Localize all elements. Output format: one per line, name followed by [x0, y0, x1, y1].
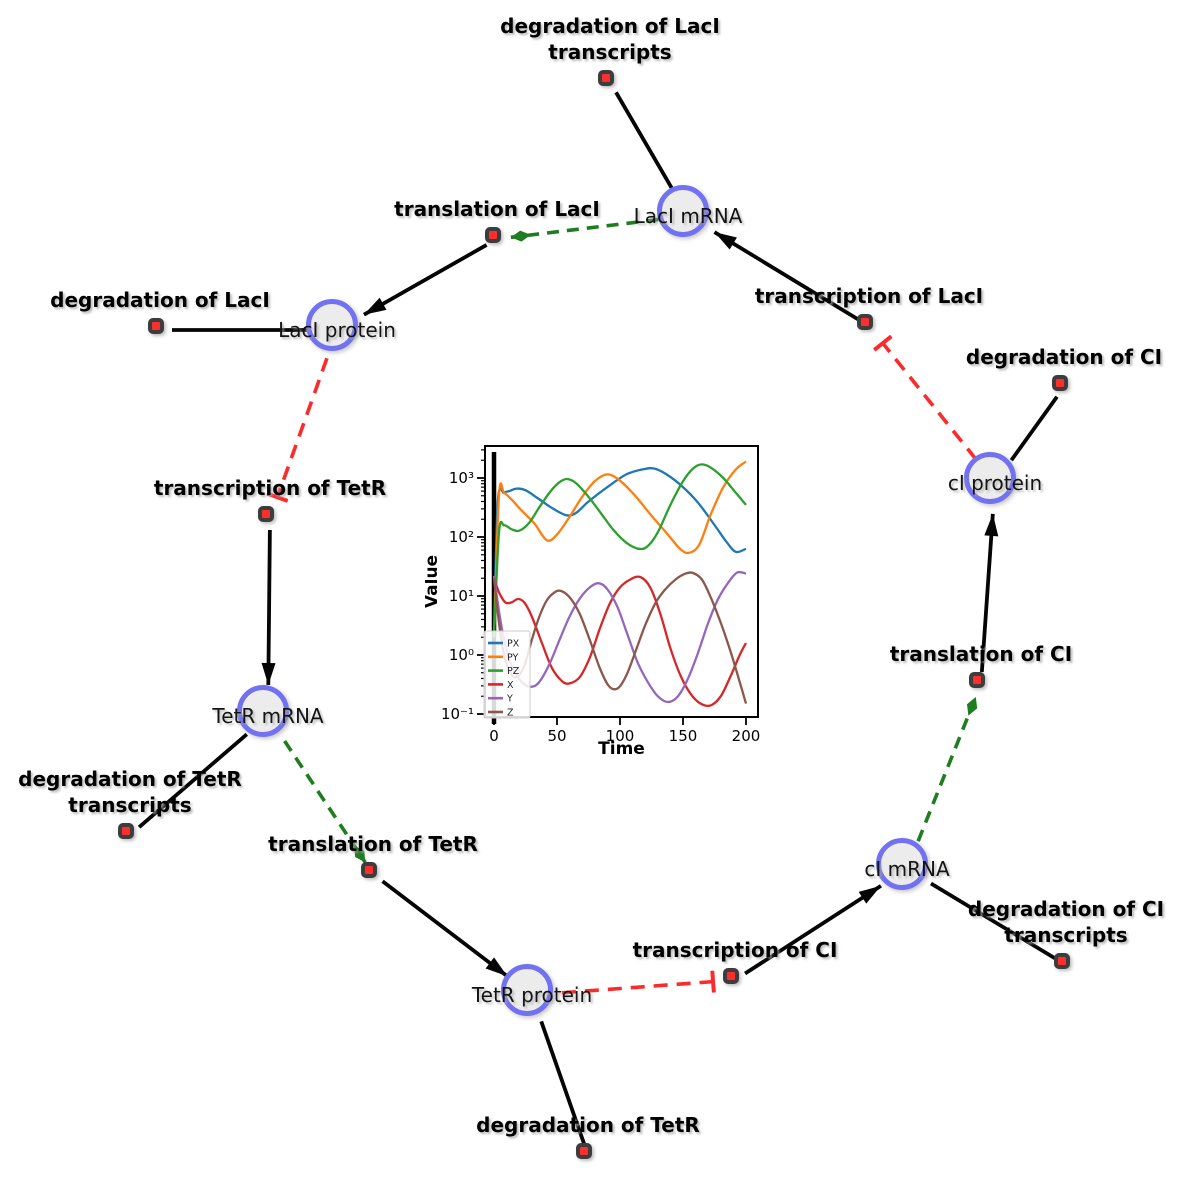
time-series-plot: 0 50 100 150 200 10⁻¹ 10⁰ 10¹ 10² 10³ Time Value PX P…	[425, 438, 773, 770]
reaction-node-transl_tetr	[361, 862, 377, 878]
reaction-label-deg_tetr: degradation of TetR	[476, 1112, 700, 1138]
reaction-label-tx_laci: transcription of LacI	[755, 283, 983, 309]
species-label-ci_mrna: cI mRNA	[864, 857, 950, 881]
y-tick-label: 10⁻¹	[441, 705, 474, 723]
species-node-ci_protein	[964, 452, 1016, 504]
series-PZ	[492, 463, 747, 638]
edge-production-tx_ci-to-ci_mrna	[744, 884, 882, 976]
reaction-node-transl_laci	[485, 227, 501, 243]
plot-series-group	[492, 460, 748, 708]
reaction-label-transl_tetr: translation of TetR	[268, 831, 478, 857]
reaction-label-line: degradation of CI	[965, 345, 1163, 369]
edge-consumption-ci_mrna-to-deg_ci_tx	[929, 881, 1057, 961]
reaction-label-line: transcripts	[1004, 923, 1128, 947]
legend-label-Z: Z	[507, 708, 514, 719]
x-axis-label: Time	[598, 739, 645, 759]
reaction-label-line: transcripts	[68, 793, 192, 817]
x-tick-label: 50	[547, 727, 566, 745]
reaction-node-deg_laci	[148, 318, 164, 334]
reaction-label-line: degradation of TetR	[476, 1113, 700, 1137]
species-label-laci_mrna: LacI mRNA	[633, 204, 743, 228]
edge-consumption-tetr_mrna-to-deg_tetr_tx	[137, 732, 249, 829]
legend-label-PZ: PZ	[507, 666, 520, 677]
reaction-node-deg_laci_tx	[598, 70, 614, 86]
reaction-label-transl_ci: translation of CI	[890, 641, 1072, 667]
legend-label-Y: Y	[506, 694, 513, 705]
edge-inhibition-laci_protein-to-tx_tetr	[266, 357, 329, 503]
plot-axes-box	[484, 445, 759, 718]
edge-production-tx_tetr-to-tetr_mrna	[261, 529, 276, 686]
series-PX	[492, 466, 747, 638]
reaction-label-line: transcripts	[548, 40, 672, 64]
x-tick-label: 150	[669, 727, 698, 745]
y-tick-label: 10¹	[449, 587, 474, 605]
legend-label-PX: PX	[507, 639, 520, 650]
reaction-node-tx_tetr	[258, 506, 274, 522]
reaction-label-line: translation of CI	[889, 642, 1073, 666]
reaction-label-deg_laci: degradation of LacI	[50, 287, 270, 313]
reaction-label-line: transcription of LacI	[754, 284, 984, 308]
reaction-node-tx_laci	[857, 314, 873, 330]
y-axis-label: Value	[425, 555, 442, 608]
species-label-tetr_mrna: TetR mRNA	[212, 704, 324, 728]
species-label-tetr_protein: TetR protein	[471, 983, 593, 1007]
reaction-label-line: translation of TetR	[268, 832, 478, 856]
edge-inhibition-ci_protein-to-tx_laci	[873, 335, 978, 461]
y-tick-label: 10³	[449, 469, 474, 487]
reaction-node-deg_tetr_tx	[118, 823, 134, 839]
edge-consumption-laci_mrna-to-deg_laci_tx	[614, 91, 676, 193]
legend-label-PY: PY	[507, 652, 519, 663]
edge-inhibition-tetr_protein-to-tx_ci	[561, 970, 716, 995]
reaction-label-tx_tetr: transcription of TetR	[154, 475, 386, 501]
reaction-label-transl_laci: translation of LacI	[394, 196, 600, 222]
edge-production-tx_laci-to-laci_mrna	[713, 230, 860, 322]
reaction-label-tx_ci: transcription of CI	[633, 937, 838, 963]
species-node-tetr_mrna	[237, 685, 289, 737]
reaction-label-deg_tetr_tx: degradation of TetR transcripts	[18, 766, 242, 818]
reaction-label-line: translation of LacI	[394, 197, 600, 221]
edge-consumption-tetr_protein-to-deg_tetr	[539, 1020, 586, 1145]
edge-production-transl_tetr-to-tetr_protein	[381, 879, 509, 978]
species-node-laci_mrna	[657, 185, 709, 237]
reaction-label-line: transcription of CI	[632, 938, 838, 962]
plot-svg: 0 50 100 150 20010⁻¹10⁰10¹10²10³TimeValuePXP…	[425, 445, 761, 759]
species-label-ci_protein: cI protein	[947, 471, 1043, 495]
reaction-label-line: degradation of TetR	[18, 767, 242, 791]
edge-production-transl_laci-to-laci_protein	[363, 243, 488, 317]
series-X	[492, 575, 748, 708]
edge-production-transl_ci-to-ci_protein	[979, 513, 999, 673]
y-tick-label: 10²	[449, 528, 474, 546]
species-label-laci_protein: LacI protein	[278, 318, 396, 342]
reaction-label-line: degradation of LacI	[500, 14, 720, 38]
legend-label-X: X	[507, 680, 514, 691]
y-tick-label: 10⁰	[449, 646, 474, 664]
reaction-label-deg_laci_tx: degradation of LacI transcripts	[500, 13, 720, 65]
edge-consumption-ci_protein-to-deg_ci	[1009, 395, 1059, 462]
reaction-node-tx_ci	[723, 968, 739, 984]
reaction-label-deg_ci_tx: degradation of CI transcripts	[968, 896, 1164, 948]
species-node-laci_protein	[306, 299, 358, 351]
reaction-node-deg_ci	[1052, 375, 1068, 391]
series-Z	[492, 571, 748, 704]
edge-modifier-laci_mrna-to-transl_laci	[510, 217, 659, 242]
edge-modifier-ci_mrna-to-transl_ci	[916, 696, 978, 842]
reaction-node-deg_tetr	[576, 1143, 592, 1159]
plot-legend: PX PY PZ XYZ	[483, 630, 531, 719]
x-tick-label: 200	[732, 727, 761, 745]
reaction-node-deg_ci_tx	[1054, 953, 1070, 969]
reaction-node-transl_ci	[969, 672, 985, 688]
series-PY	[492, 460, 747, 638]
reaction-label-line: transcription of TetR	[153, 476, 387, 500]
x-tick-label: 100	[606, 727, 635, 745]
reaction-label-line: degradation of CI	[967, 897, 1165, 921]
species-node-ci_mrna	[876, 838, 928, 890]
edge-modifier-tetr_mrna-to-transl_tetr	[283, 739, 367, 864]
species-node-tetr_protein	[501, 964, 553, 1016]
reaction-label-line: degradation of LacI	[50, 288, 270, 312]
reaction-label-deg_ci: degradation of CI	[966, 344, 1162, 370]
x-tick-label: 0	[489, 727, 499, 745]
